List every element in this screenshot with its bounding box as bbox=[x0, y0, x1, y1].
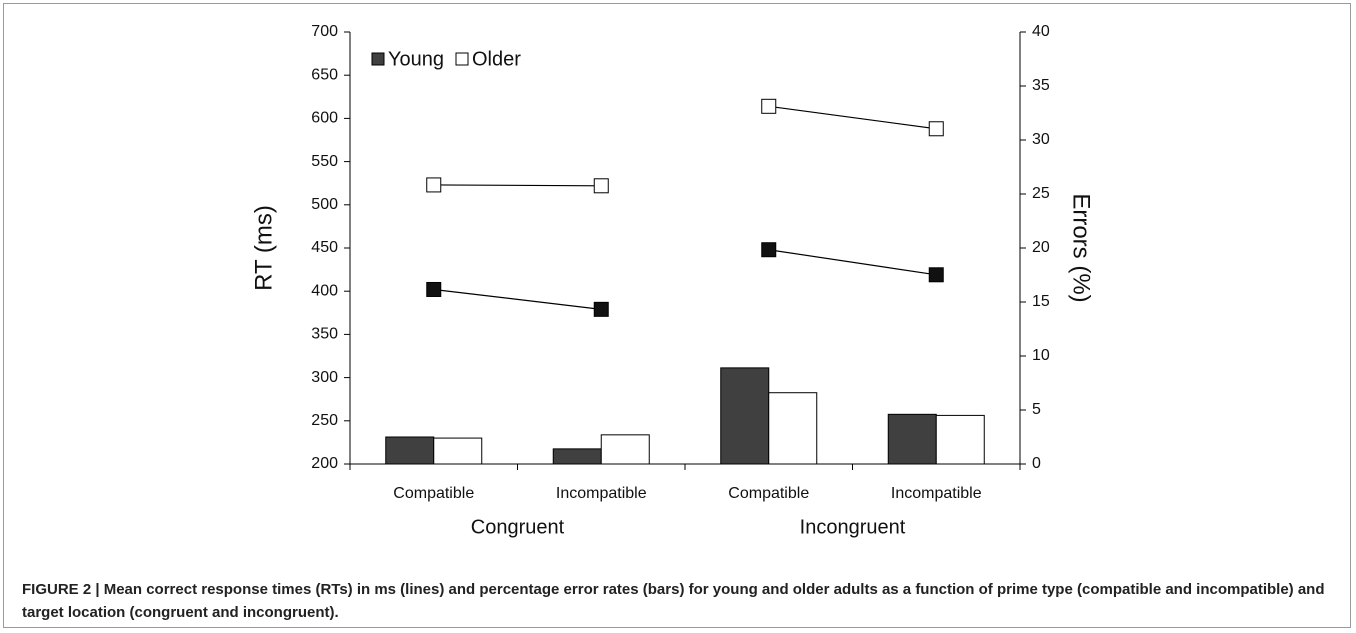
rt-line bbox=[433, 184, 602, 187]
rt-marker bbox=[761, 242, 777, 258]
y2-tick-label: 40 bbox=[1032, 23, 1050, 40]
rt-line bbox=[768, 249, 937, 276]
y2-tick-label: 0 bbox=[1032, 455, 1041, 472]
group-label: Congruent bbox=[471, 516, 565, 538]
y2-tick-label: 20 bbox=[1032, 239, 1050, 256]
rt-marker bbox=[426, 281, 442, 297]
error-bar bbox=[600, 434, 650, 465]
error-bar bbox=[552, 448, 602, 465]
y-tick-label: 600 bbox=[311, 110, 338, 127]
y-tick-label: 500 bbox=[311, 196, 338, 213]
error-bar bbox=[385, 436, 435, 465]
legend-label: Young bbox=[388, 48, 444, 70]
y2-axis-label: Errors (%) bbox=[1068, 193, 1095, 302]
legend-label: Older bbox=[472, 48, 521, 70]
error-bar bbox=[935, 414, 985, 465]
group-label: Incongruent bbox=[800, 516, 906, 538]
x-tick-label: Incompatible bbox=[556, 485, 647, 502]
legend-swatch bbox=[371, 52, 385, 66]
rt-marker bbox=[928, 267, 944, 283]
x-tick-label: Compatible bbox=[728, 485, 809, 502]
y-tick-label: 400 bbox=[311, 282, 338, 299]
rt-marker bbox=[593, 178, 609, 194]
y-tick-label: 700 bbox=[311, 23, 338, 40]
y2-tick-label: 5 bbox=[1032, 401, 1041, 418]
error-bar bbox=[433, 437, 483, 465]
y-tick-label: 300 bbox=[311, 369, 338, 386]
x-tick-label: Compatible bbox=[393, 485, 474, 502]
chart: RT (ms) Errors (%) 200250300350400450500… bbox=[250, 23, 1095, 538]
figure-frame bbox=[3, 3, 1351, 628]
y2-tick-label: 25 bbox=[1032, 185, 1050, 202]
rt-marker bbox=[593, 301, 609, 317]
y2-tick-label: 35 bbox=[1032, 77, 1050, 94]
x-tick-label: Incompatible bbox=[891, 485, 982, 502]
rt-marker bbox=[761, 98, 777, 114]
error-bar bbox=[887, 413, 937, 465]
rt-line bbox=[768, 105, 937, 130]
y2-tick-label: 15 bbox=[1032, 293, 1050, 310]
y-tick-label: 550 bbox=[311, 153, 338, 170]
y2-tick-label: 30 bbox=[1032, 131, 1050, 148]
y2-tick-label: 10 bbox=[1032, 347, 1050, 364]
y-tick-label: 650 bbox=[311, 66, 338, 83]
caption: FIGURE 2 | Mean correct response times (… bbox=[22, 581, 1325, 621]
legend-swatch bbox=[455, 52, 469, 66]
error-bar bbox=[720, 367, 770, 465]
error-bar bbox=[768, 392, 818, 465]
rt-marker bbox=[426, 177, 442, 193]
y-axis-label: RT (ms) bbox=[250, 205, 277, 291]
rt-marker bbox=[928, 121, 944, 137]
y-tick-label: 350 bbox=[311, 326, 338, 343]
y-tick-label: 450 bbox=[311, 239, 338, 256]
rt-line bbox=[433, 288, 602, 310]
y-tick-label: 250 bbox=[311, 412, 338, 429]
y-tick-label: 200 bbox=[311, 455, 338, 472]
